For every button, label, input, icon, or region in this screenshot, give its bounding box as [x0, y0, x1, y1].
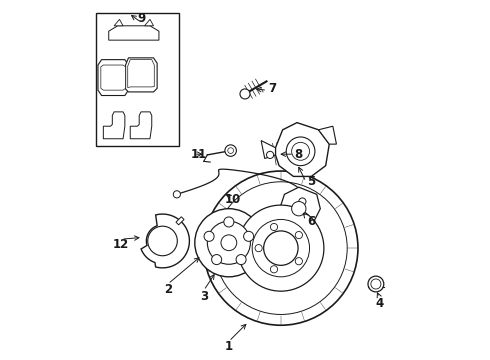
Polygon shape: [114, 19, 123, 26]
Circle shape: [212, 255, 221, 265]
Text: 3: 3: [200, 290, 208, 303]
Circle shape: [299, 198, 306, 205]
Circle shape: [368, 276, 384, 292]
Circle shape: [292, 142, 310, 160]
Circle shape: [204, 171, 358, 325]
Circle shape: [292, 202, 306, 216]
Text: 5: 5: [307, 175, 316, 188]
Polygon shape: [128, 60, 154, 87]
Circle shape: [252, 220, 310, 277]
Bar: [96, 13, 179, 146]
Circle shape: [173, 191, 180, 198]
Circle shape: [295, 231, 302, 239]
Text: 1: 1: [225, 340, 233, 353]
Circle shape: [286, 137, 315, 166]
Circle shape: [255, 244, 262, 252]
Polygon shape: [103, 112, 125, 139]
Polygon shape: [125, 58, 157, 92]
Text: 9: 9: [137, 12, 145, 25]
Polygon shape: [130, 112, 152, 139]
Text: 12: 12: [113, 238, 129, 251]
Polygon shape: [109, 26, 159, 40]
Circle shape: [195, 209, 263, 277]
Polygon shape: [281, 187, 320, 226]
Circle shape: [267, 151, 274, 158]
Circle shape: [224, 217, 234, 227]
Circle shape: [147, 226, 177, 256]
Circle shape: [225, 145, 236, 156]
Circle shape: [270, 224, 277, 230]
Circle shape: [207, 221, 250, 264]
Circle shape: [238, 205, 324, 291]
Polygon shape: [261, 140, 275, 158]
Circle shape: [295, 258, 302, 265]
Text: 11: 11: [190, 148, 206, 161]
Text: 6: 6: [307, 215, 316, 228]
Text: 8: 8: [294, 148, 303, 161]
Polygon shape: [101, 65, 125, 90]
Circle shape: [264, 231, 298, 265]
Circle shape: [270, 266, 277, 273]
Text: 4: 4: [375, 297, 384, 310]
Circle shape: [240, 89, 250, 99]
Circle shape: [244, 231, 254, 241]
Circle shape: [204, 231, 214, 241]
Polygon shape: [98, 60, 128, 95]
Polygon shape: [141, 214, 190, 268]
Polygon shape: [275, 123, 329, 176]
Circle shape: [236, 255, 246, 265]
Circle shape: [371, 279, 381, 289]
Circle shape: [228, 148, 234, 153]
Circle shape: [221, 235, 237, 251]
Text: 7: 7: [268, 82, 276, 95]
Polygon shape: [318, 126, 337, 144]
Polygon shape: [176, 217, 184, 225]
Text: 10: 10: [224, 193, 241, 206]
Polygon shape: [145, 19, 153, 26]
Text: 2: 2: [164, 283, 172, 296]
